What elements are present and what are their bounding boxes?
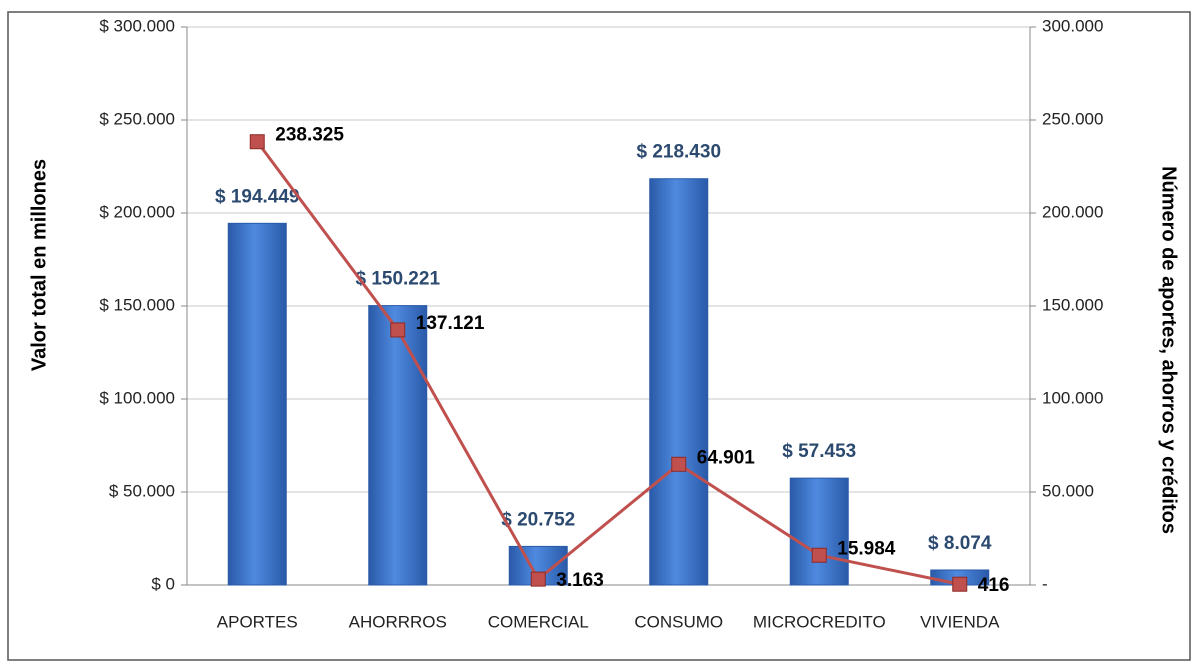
y2-tick-label: 100.000	[1042, 388, 1103, 407]
y-tick-label: $ 150.000	[99, 295, 175, 314]
y-tick-label: $ 200.000	[99, 202, 175, 221]
x-tick-label: APORTES	[217, 612, 298, 631]
line-label: 15.984	[837, 538, 896, 559]
line-marker	[530, 571, 546, 587]
bar-label: $ 57.453	[782, 441, 856, 462]
line-label: 64.901	[697, 447, 756, 468]
y2-tick-label: -	[1042, 574, 1048, 593]
y-tick-label: $ 50.000	[109, 481, 175, 500]
y-axis-title: Valor total en millones	[28, 159, 50, 371]
bar-label: $ 8.074	[928, 533, 992, 554]
bar	[368, 305, 428, 586]
line-marker	[952, 576, 968, 592]
x-tick-label: AHORRROS	[349, 612, 447, 631]
x-tick-label: COMERCIAL	[488, 612, 589, 631]
line-marker	[811, 547, 827, 563]
x-tick-label: VIVIENDA	[920, 612, 1000, 631]
y2-tick-label: 200.000	[1042, 202, 1103, 221]
bar	[789, 477, 849, 586]
chart-border	[7, 11, 1191, 661]
y2-axis-title: Número de aportes, ahorros y créditos	[1158, 166, 1180, 534]
bar	[649, 178, 709, 586]
bar-label: $ 150.221	[355, 269, 440, 290]
bar	[227, 222, 287, 586]
x-tick-label: MICROCREDITO	[753, 612, 886, 631]
line-label: 3.163	[556, 570, 604, 591]
y2-tick-label: 250.000	[1042, 109, 1103, 128]
line-marker	[249, 134, 265, 150]
line-label: 238.325	[275, 125, 344, 146]
x-tick-label: CONSUMO	[634, 612, 723, 631]
bar-label: $ 218.430	[636, 142, 721, 163]
line-label: 137.121	[416, 313, 485, 334]
bar-label: $ 194.449	[215, 186, 300, 207]
bar-label: $ 20.752	[501, 509, 575, 530]
y-tick-label: $ 0	[151, 574, 175, 593]
line-marker	[390, 322, 406, 338]
line-label: 416	[978, 575, 1010, 596]
y2-tick-label: 300.000	[1042, 16, 1103, 35]
line-marker	[671, 456, 687, 472]
y-tick-label: $ 250.000	[99, 109, 175, 128]
y-tick-label: $ 100.000	[99, 388, 175, 407]
y-tick-label: $ 300.000	[99, 16, 175, 35]
line	[256, 140, 961, 586]
y2-tick-label: 50.000	[1042, 481, 1094, 500]
y2-tick-label: 150.000	[1042, 295, 1103, 314]
